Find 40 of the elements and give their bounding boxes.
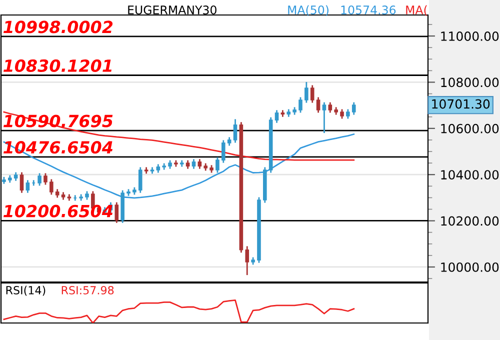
candlestick — [233, 118, 238, 144]
candlestick — [310, 84, 314, 104]
text: MA( — [406, 5, 427, 16]
candlestick — [38, 172, 42, 186]
y-tick-label: 10000.00 — [441, 262, 499, 272]
candlestick — [216, 156, 220, 174]
line-series — [3, 111, 355, 161]
candlestick — [322, 102, 326, 134]
ref-line-label: 10998.0002 — [3, 20, 113, 34]
candlestick — [298, 96, 302, 114]
candlestick — [26, 179, 30, 194]
line-series — [3, 133, 355, 199]
text: MA(50) — [288, 5, 328, 16]
candlestick — [328, 102, 332, 114]
y-tick-label: 10200.00 — [441, 216, 499, 226]
y-tick-label: 10600.00 — [441, 124, 499, 134]
ref-line-label: 10830.1201 — [3, 59, 112, 72]
candlestick — [50, 178, 54, 196]
y-tick-label: 11000.00 — [441, 31, 499, 41]
candlestick — [198, 158, 202, 170]
chart-title: RSI(14) — [6, 286, 46, 296]
candlestick — [20, 172, 24, 194]
text: 10574.36 — [341, 5, 396, 14]
candlestick — [352, 102, 356, 116]
candlestick — [346, 108, 350, 120]
y-tick-label: 10400.00 — [441, 170, 499, 180]
candlestick — [221, 139, 226, 164]
candlestick — [192, 158, 196, 170]
text: 10701.30 — [432, 99, 490, 109]
candlestick — [245, 246, 250, 276]
candlestick — [138, 166, 142, 194]
candlestick — [304, 81, 308, 104]
candlestick — [44, 172, 48, 186]
y-tick-label: 10800.00 — [441, 78, 499, 88]
candlestick — [114, 202, 119, 224]
chart-title: EUGERMANY30 — [128, 5, 216, 14]
candlestick — [340, 108, 344, 120]
candlestick — [316, 96, 320, 114]
text: RSI:57.98 — [62, 286, 114, 294]
candlestick — [274, 109, 279, 124]
